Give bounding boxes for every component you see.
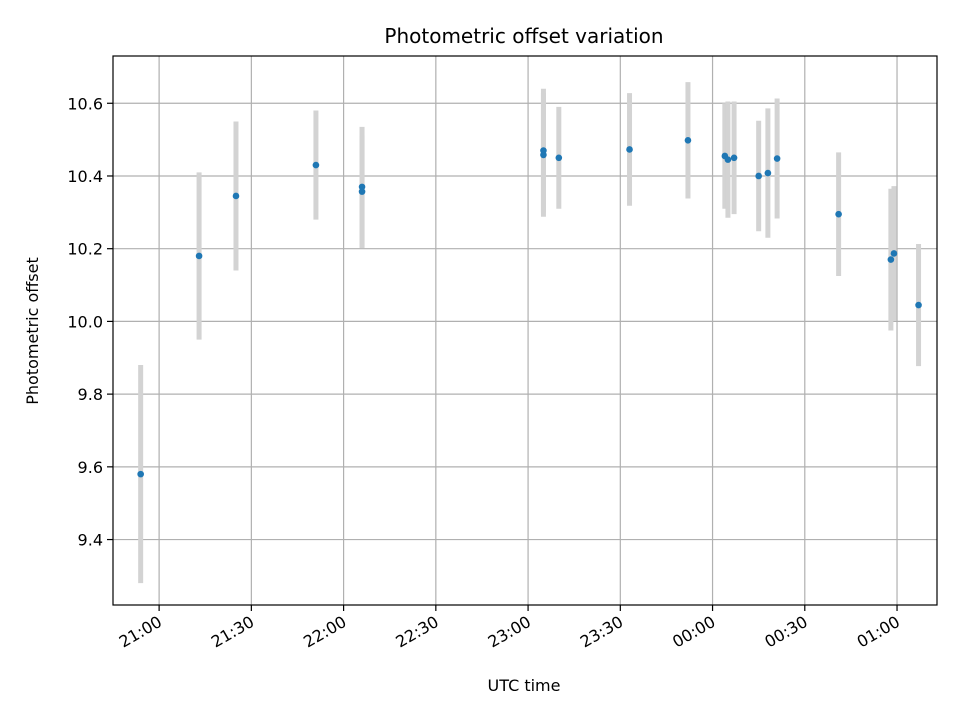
data-point bbox=[684, 137, 692, 144]
data-points bbox=[137, 137, 922, 478]
grid bbox=[113, 56, 937, 605]
data-point bbox=[730, 154, 738, 162]
data-point bbox=[626, 146, 633, 153]
y-axis-label: Photometric offset bbox=[23, 257, 42, 405]
data-point bbox=[764, 169, 772, 177]
y-tick-label: 10.4 bbox=[67, 167, 103, 186]
y-axis-ticks: 9.4 9.6 9.8 10.0 10.2 10.4 10.6 bbox=[67, 94, 113, 550]
x-axis-label: UTC time bbox=[488, 676, 561, 695]
data-point bbox=[195, 252, 203, 260]
data-point bbox=[540, 147, 547, 154]
data-point bbox=[773, 155, 781, 162]
y-tick-label: 10.6 bbox=[67, 94, 103, 113]
chart-title: Photometric offset variation bbox=[384, 24, 663, 48]
data-point bbox=[358, 183, 366, 191]
data-point bbox=[555, 154, 563, 162]
y-tick-label: 10.0 bbox=[67, 312, 103, 331]
data-point bbox=[137, 470, 144, 478]
data-point bbox=[887, 256, 895, 263]
y-tick-label: 9.4 bbox=[78, 531, 103, 550]
data-point bbox=[755, 172, 762, 180]
y-tick-label: 10.2 bbox=[67, 240, 103, 259]
data-point bbox=[312, 161, 320, 169]
data-point bbox=[232, 192, 240, 200]
y-tick-label: 9.6 bbox=[78, 458, 103, 477]
data-point bbox=[358, 188, 366, 195]
y-tick-label: 9.8 bbox=[78, 385, 103, 404]
data-point bbox=[890, 250, 898, 257]
plot-frame bbox=[112, 55, 938, 606]
data-point bbox=[915, 301, 922, 309]
data-point bbox=[724, 156, 732, 163]
data-point bbox=[835, 210, 842, 218]
